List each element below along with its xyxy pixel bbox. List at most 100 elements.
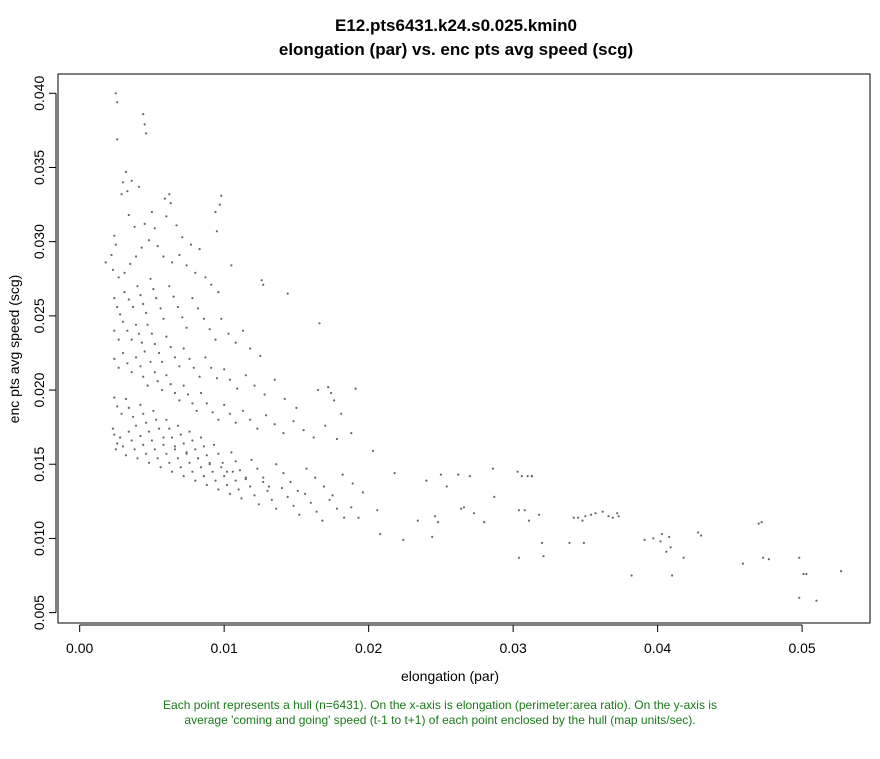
scatter-point (256, 427, 259, 430)
scatter-point (199, 436, 203, 439)
scatter-point (840, 570, 843, 573)
x-axis: 0.00 0.01 0.02 0.03 0.04 0.05 (66, 624, 816, 656)
scatter-point (162, 443, 165, 446)
scatter-point (468, 475, 471, 478)
scatter-point (124, 397, 127, 400)
scatter-point (142, 302, 145, 306)
scatter-point (217, 452, 220, 455)
scatter-point (273, 378, 276, 381)
scatter-point (146, 323, 149, 326)
scatter-point (113, 396, 116, 399)
scatter-point (223, 368, 226, 371)
scatter-point (129, 262, 132, 265)
scatter-point (267, 485, 270, 488)
scatter-point (304, 492, 307, 495)
scatter-point (123, 291, 126, 294)
scatter-point (142, 375, 145, 378)
scatter-point (594, 512, 597, 515)
scatter-point (607, 515, 610, 518)
scatter-point (260, 279, 263, 282)
scatter-point (257, 503, 260, 506)
y-tick-label: 0.030 (31, 224, 47, 259)
scatter-point (538, 513, 541, 516)
scatter-point (302, 429, 305, 432)
scatter-point (156, 380, 159, 383)
scatter-point (402, 538, 405, 542)
scatter-point (163, 197, 166, 200)
scatter-point (760, 521, 763, 524)
scatter-point (527, 519, 531, 522)
scatter-point (195, 409, 198, 412)
scatter-point (153, 342, 156, 346)
scatter-point (354, 387, 357, 390)
scatter-point (220, 194, 223, 197)
scatter-point (361, 491, 364, 494)
scatter-point (126, 362, 129, 365)
chart-subtitle: elongation (par) vs. enc pts avg speed (… (279, 40, 633, 59)
scatter-point (111, 427, 114, 430)
scatter-point (253, 494, 256, 497)
scatter-point (119, 313, 122, 316)
scatter-point (214, 479, 217, 482)
scatter-point (318, 322, 321, 325)
scatter-point (199, 391, 203, 395)
scatter-point (202, 317, 205, 320)
scatter-point (331, 494, 334, 497)
scatter-point (439, 473, 442, 476)
scatter-point (132, 305, 135, 309)
scatter-point (238, 469, 242, 472)
scatter-point (181, 236, 184, 239)
scatter-point (577, 516, 580, 519)
scatter-point (312, 436, 315, 439)
scatter-point (214, 338, 217, 341)
chart-title: E12.pts6431.k24.s0.025.kmin0 (335, 16, 577, 35)
scatter-point (283, 397, 286, 400)
scatter-point (309, 501, 312, 504)
scatter-point (191, 439, 194, 442)
scatter-point (113, 297, 116, 300)
scatter-point (280, 486, 284, 490)
scatter-point (315, 510, 318, 513)
scatter-point (230, 451, 233, 454)
y-tick-label: 0.010 (31, 521, 47, 556)
scatter-point (158, 427, 161, 430)
y-tick-label: 0.025 (31, 298, 47, 333)
scatter-point (273, 423, 276, 426)
scatter-point (171, 436, 174, 439)
scatter-point (176, 424, 179, 427)
scatter-point (473, 512, 476, 515)
scatter-point (211, 411, 214, 414)
scatter-point (231, 470, 234, 473)
scatter-point (322, 485, 325, 488)
scatter-point (133, 448, 136, 451)
scatter-point (120, 193, 123, 196)
scatter-point (119, 436, 122, 439)
scatter-point (199, 466, 203, 469)
scatter-point (137, 332, 140, 335)
scatter-point (671, 574, 674, 577)
scatter-point (298, 513, 301, 516)
scatter-point (220, 466, 223, 469)
y-tick-label: 0.020 (31, 372, 47, 407)
scatter-point (169, 202, 172, 205)
scatter-point (289, 480, 292, 484)
scatter-point (223, 403, 226, 406)
scatter-point (815, 599, 818, 602)
scatter-point (762, 556, 765, 559)
scatter-point (295, 406, 298, 409)
scatter-point (805, 572, 808, 576)
scatter-point (192, 366, 195, 369)
scatter-point (208, 461, 211, 464)
scatter-point (139, 294, 142, 297)
scatter-point (188, 461, 191, 464)
scatter-point (130, 338, 133, 341)
scatter-point (168, 193, 171, 196)
scatter-point (173, 448, 177, 451)
scatter-point (493, 495, 496, 498)
scatter-point (134, 424, 138, 427)
scatter-point (517, 556, 521, 559)
y-tick-label: 0.015 (31, 447, 47, 482)
scatter-point (185, 452, 188, 455)
scatter-point (159, 466, 162, 469)
